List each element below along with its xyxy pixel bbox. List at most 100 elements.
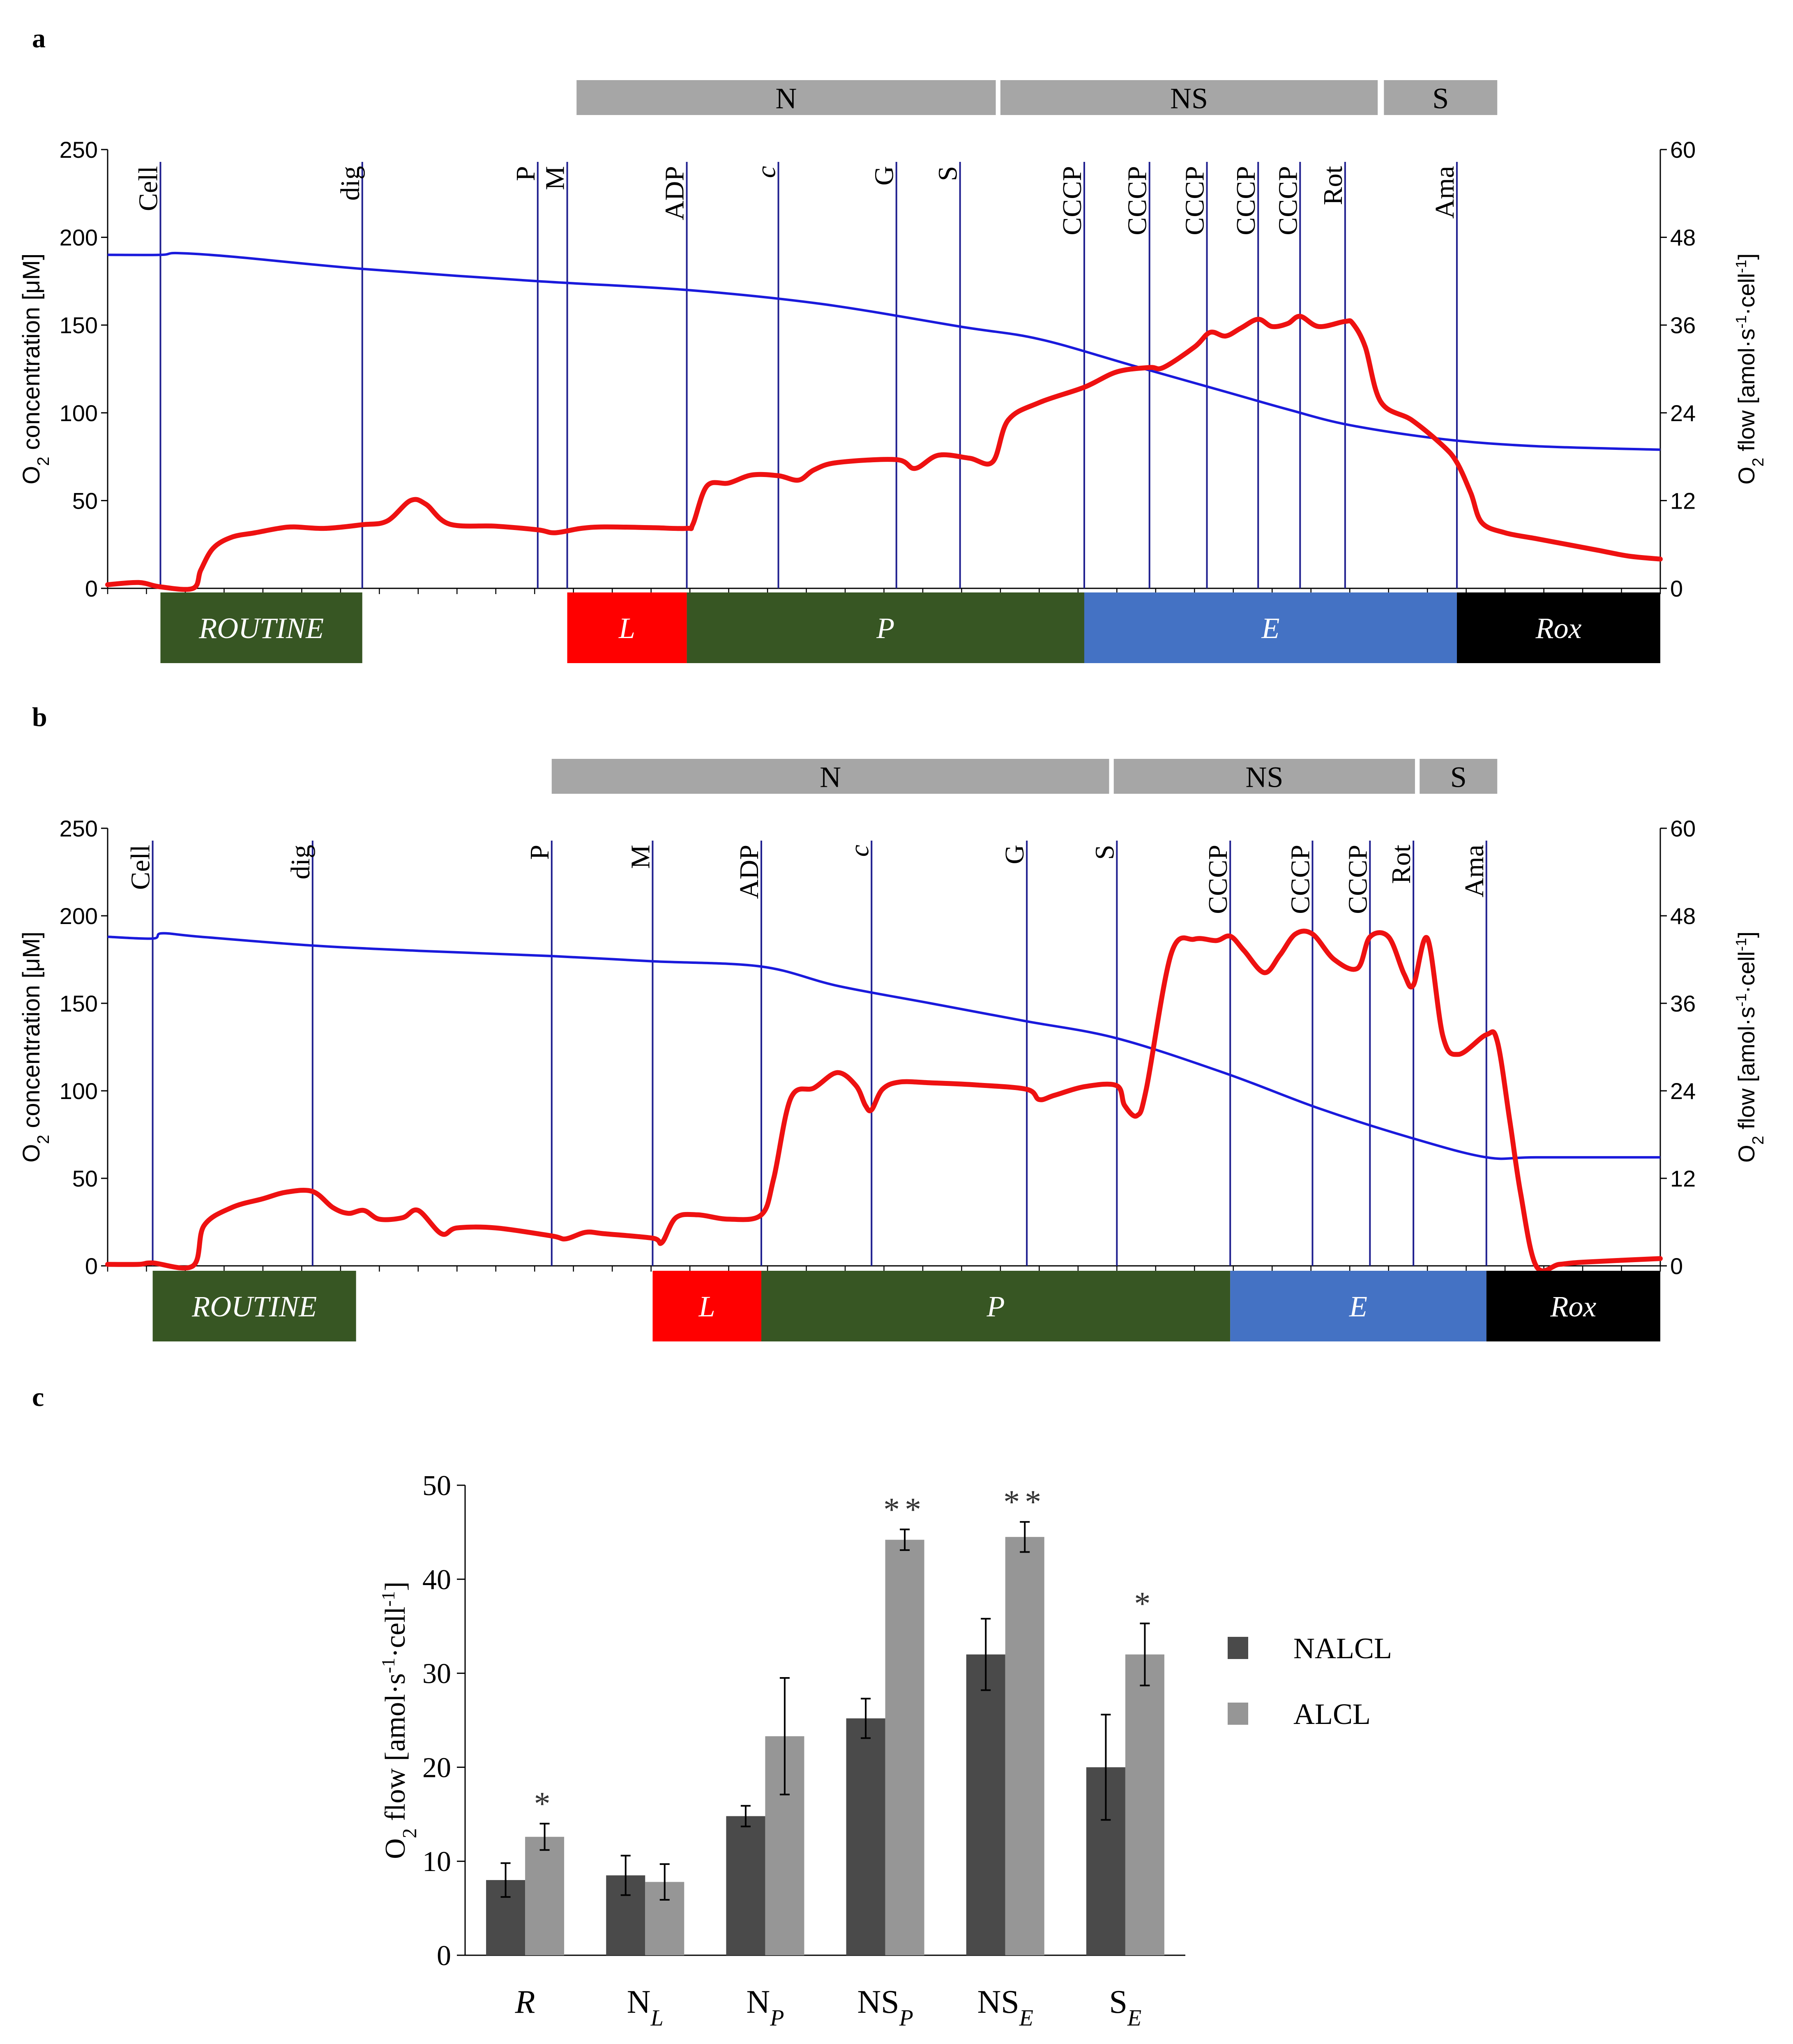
state-label: L	[618, 612, 635, 645]
legend-swatch-nalcl	[1228, 1637, 1248, 1659]
y-tick-label-left: 250	[60, 137, 98, 163]
state-bar-rox	[1486, 1271, 1660, 1341]
substrate-bar-S	[1384, 80, 1498, 115]
significance-marker: *	[1134, 1585, 1155, 1622]
injection-marker-label: CCCP	[1057, 166, 1087, 235]
substrate-bar-S	[1420, 759, 1498, 794]
state-label: L	[698, 1290, 715, 1323]
injection-marker-label: S	[1090, 845, 1120, 860]
y-tick-label-right: 12	[1670, 488, 1696, 514]
state-bar-leak	[567, 592, 687, 663]
y-tick-label-left: 150	[60, 312, 98, 338]
injection-marker-label: dig	[286, 845, 316, 879]
y-tick-label-left: 50	[72, 488, 98, 514]
bar-alcl	[1125, 1654, 1164, 1955]
substrate-label: NS	[1170, 82, 1208, 115]
state-label: E	[1349, 1290, 1367, 1323]
state-label: ROUTINE	[198, 612, 324, 645]
y-tick-label-left: 0	[85, 1253, 98, 1279]
state-bar-routine	[152, 1271, 356, 1341]
y-axis-title-left: O2 concentration [μM]	[18, 931, 53, 1162]
injection-marker-label: Rot	[1386, 845, 1416, 884]
y-tick-label-left: 200	[60, 903, 98, 929]
y-tick-label-left: 100	[60, 1078, 98, 1104]
y-tick-label-right: 24	[1670, 400, 1696, 426]
y-tick-label: 20	[422, 1752, 451, 1784]
substrate-label: S	[1432, 82, 1449, 115]
injection-marker-label: G	[869, 166, 899, 186]
category-label: NL	[627, 1984, 664, 2031]
y-tick-label-left: 50	[72, 1166, 98, 1191]
state-bar-rox	[1457, 592, 1660, 663]
injection-marker-label: M	[625, 845, 655, 869]
y-tick-label-right: 0	[1670, 1253, 1683, 1279]
injection-marker-label: dig	[335, 166, 365, 200]
y-axis-title-right: O2 flow [amol·s-1·cell-1]	[1733, 931, 1767, 1163]
y-tick-label-left: 0	[85, 576, 98, 601]
y-axis-title-left: O2 concentration [μM]	[18, 253, 53, 484]
injection-marker-label: Ama	[1430, 166, 1460, 219]
bar-alcl	[525, 1837, 565, 1955]
substrate-label: S	[1450, 761, 1467, 794]
state-label: Rox	[1535, 612, 1582, 645]
panel-label-b: b	[32, 702, 47, 732]
category-label: NP	[746, 1984, 784, 2031]
y-tick-label-left: 200	[60, 225, 98, 251]
y-tick-label-right: 60	[1670, 137, 1696, 163]
state-bar-leak	[652, 1271, 761, 1341]
significance-marker: **	[883, 1492, 926, 1528]
injection-marker-label: CCCP	[1286, 845, 1316, 914]
o2-flow-line	[105, 929, 1663, 1274]
state-bar-ets	[1084, 592, 1457, 663]
legend-label: NALCL	[1293, 1632, 1392, 1665]
y-tick-label: 10	[422, 1846, 451, 1878]
y-axis-title: O2 flow [amol·s-1·cell-1]	[378, 1581, 421, 1859]
injection-marker-label: P	[525, 845, 555, 860]
y-tick-label: 0	[437, 1940, 451, 1972]
injection-marker-label: Ama	[1459, 845, 1489, 897]
panel-b-trace: N NS S 0 50 100 150 200 250 0 12 24 36 48 60 O2 concent…	[18, 759, 1767, 1341]
o2-concentration-line	[107, 251, 1661, 451]
category-label: NSP	[857, 1984, 913, 2031]
category-label: R	[515, 1984, 535, 2020]
state-label: P	[986, 1290, 1005, 1323]
bar-nalcl	[846, 1718, 885, 1955]
y-tick-label-left: 250	[60, 816, 98, 841]
substrate-bar-N	[576, 80, 996, 115]
legend-swatch-alcl	[1228, 1703, 1248, 1725]
y-tick-label-right: 24	[1670, 1078, 1696, 1104]
injection-marker-label: G	[1000, 845, 1030, 864]
injection-marker-label: CCCP	[1231, 166, 1261, 235]
y-tick-label-right: 0	[1670, 576, 1683, 601]
injection-marker-label: ADP	[734, 845, 764, 899]
y-tick-label: 40	[422, 1564, 451, 1596]
y-tick-label-right: 36	[1670, 312, 1696, 338]
bar-nalcl	[726, 1816, 765, 1955]
y-tick-label: 50	[422, 1470, 451, 1502]
state-bar-oxphos	[687, 592, 1084, 663]
panel-c-bar-chart: 0 10 20 30 40 50 O2 flow [amol·s-1·cell-1] * R NL…	[378, 1470, 1392, 2031]
injection-marker-label: ADP	[660, 166, 690, 220]
substrate-label: N	[775, 82, 797, 115]
state-label: P	[876, 612, 894, 645]
y-tick-label-right: 36	[1670, 991, 1696, 1016]
o2-flow-line	[105, 313, 1663, 592]
panel-label-c: c	[32, 1382, 44, 1412]
panel-a-trace: N NS S 0 50 100 150 200 250 0 12 24 36 48 60 O2 concent…	[18, 80, 1767, 663]
category-label: NSE	[977, 1984, 1033, 2031]
legend-label: ALCL	[1293, 1698, 1371, 1731]
bar-alcl	[885, 1539, 924, 1955]
injection-marker-label: Cell	[126, 845, 156, 890]
injection-marker-label: CCCP	[1122, 166, 1152, 235]
y-axis-title-right: O2 flow [amol·s-1·cell-1]	[1733, 253, 1767, 485]
injection-marker-label: P	[511, 166, 541, 181]
injection-marker-label: c	[751, 166, 781, 178]
injection-marker-label: S	[933, 166, 963, 181]
y-tick-label-right: 48	[1670, 225, 1696, 251]
y-tick-label-right: 60	[1670, 816, 1696, 841]
y-tick-label-left: 150	[60, 991, 98, 1016]
y-tick-label-right: 48	[1670, 903, 1696, 929]
significance-marker: *	[534, 1786, 555, 1822]
injection-marker-label: CCCP	[1203, 845, 1233, 914]
bar-nalcl	[966, 1654, 1005, 1955]
